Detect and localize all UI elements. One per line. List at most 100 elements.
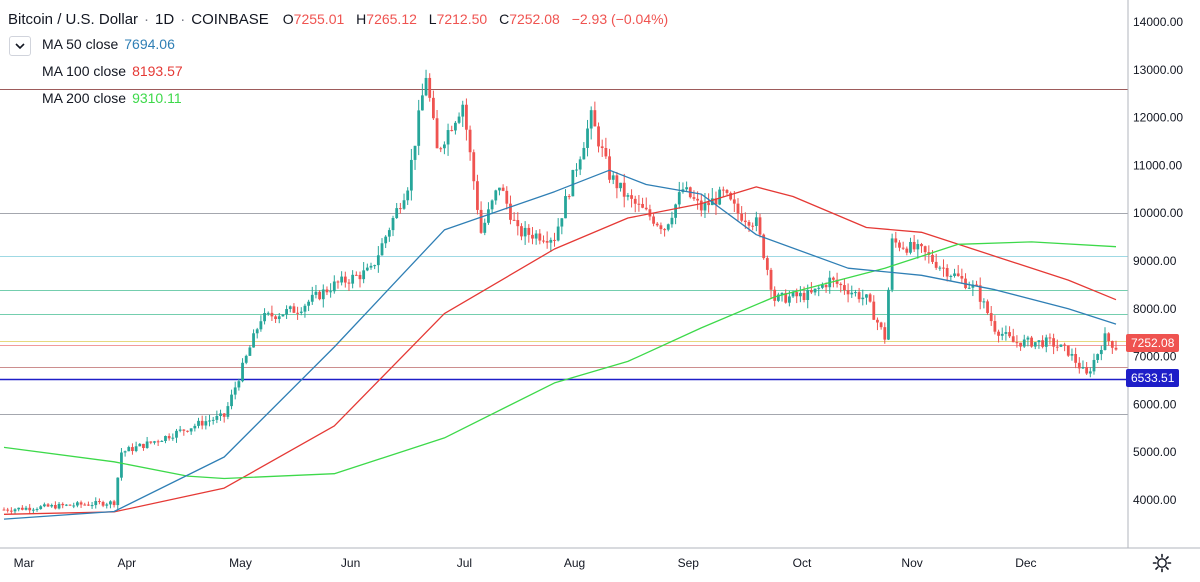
candle-body [90,505,94,507]
candle-body [567,196,571,198]
candle-body [204,421,208,426]
candle-body [120,452,123,478]
legend-ma200[interactable]: MA 200 close 9310.11 [42,90,182,106]
last-price-tag: 7252.08 [1126,334,1180,352]
candle-body [1099,349,1103,355]
candle-body [619,182,622,189]
candle-body [127,447,131,452]
candle-body [850,292,854,295]
candle-body [53,505,57,509]
candle-body [226,406,230,417]
candle-body [487,209,490,223]
candle-body [424,77,428,96]
candle-body [509,203,512,220]
candle-body [1066,345,1070,356]
candle-body [865,294,868,298]
candle-body [938,267,942,269]
high-value: 7265.12 [366,11,417,27]
candle-body [520,226,523,237]
candle-body [365,267,369,271]
candle-body [556,226,560,241]
candle-body [1041,340,1044,347]
candle-body [890,238,894,290]
candle-body [956,273,960,277]
candle-body [248,347,252,356]
candle-body [285,309,288,315]
candle-body [549,239,553,243]
candle-body [373,265,377,267]
candle-body [20,507,24,510]
candle-body [707,202,711,206]
candle-body [949,275,953,277]
candle-body [809,290,813,293]
candle-body [186,430,189,432]
candle-body [523,227,527,237]
candle-body [696,198,700,201]
candle-body [171,437,175,439]
candle-body [292,306,296,313]
symbol-title: Bitcoin / U.S. Dollar [8,10,139,28]
candle-body [417,110,421,146]
time-axis: Mar Apr May Jun Jul Aug Sep Oct Nov Dec [14,556,1037,570]
candle-body [409,159,413,191]
open-value: 7255.01 [293,11,345,27]
candle-body [182,429,186,431]
candle-body [395,208,399,218]
interval-label[interactable]: 1D [155,10,175,28]
candle-body [402,200,406,209]
price-tick-label: 14000.00 [1133,15,1183,29]
candle-body [685,187,689,190]
candle-body [94,501,98,506]
candle-body [241,362,244,382]
candle-body [637,203,641,205]
candle-body [428,77,432,98]
legend-ma50[interactable]: MA 50 close 7694.06 [42,36,175,52]
candle-body [817,287,821,289]
candle-body [663,229,666,231]
candle-body [358,274,362,280]
candle-body [193,425,197,429]
candle-body [765,258,769,270]
candle-body [1008,332,1011,337]
candle-body [868,294,872,302]
candle-body [942,267,945,269]
candle-body [369,265,373,268]
candle-body [571,169,575,197]
candle-body [997,331,1000,336]
candle-body [824,285,828,288]
candle-body [934,261,938,268]
candle-body [1026,337,1030,340]
candle-body [347,282,351,284]
candle-body [773,289,777,301]
candle-body [138,443,142,447]
candle-body [611,175,615,180]
candle-body [351,274,355,284]
candle-body [758,217,762,235]
collapse-indicators-button[interactable] [9,36,31,56]
candle-body [564,196,567,219]
candle-body [725,189,729,193]
close-key: C [499,11,510,27]
price-tick-label: 10000.00 [1133,206,1183,220]
candle-body [1074,353,1078,363]
candle-body [993,321,997,332]
candle-body [604,148,608,157]
candle-body [1019,342,1022,347]
candle-body [1015,342,1019,344]
candle-body [406,190,410,201]
candle-body [321,289,325,300]
candle-body [743,220,747,223]
candle-body [527,227,531,235]
settings-button[interactable] [1150,551,1174,575]
candle-body [1077,362,1081,369]
candle-body [68,504,72,506]
candle-body [531,234,534,239]
candle-body [39,506,43,510]
candle-body [586,128,589,148]
candle-body [46,504,50,507]
candle-body [288,306,292,310]
price-tick-label: 6000.00 [1133,397,1177,411]
legend-ma100[interactable]: MA 100 close 8193.57 [42,63,183,79]
candle-body [901,247,905,249]
